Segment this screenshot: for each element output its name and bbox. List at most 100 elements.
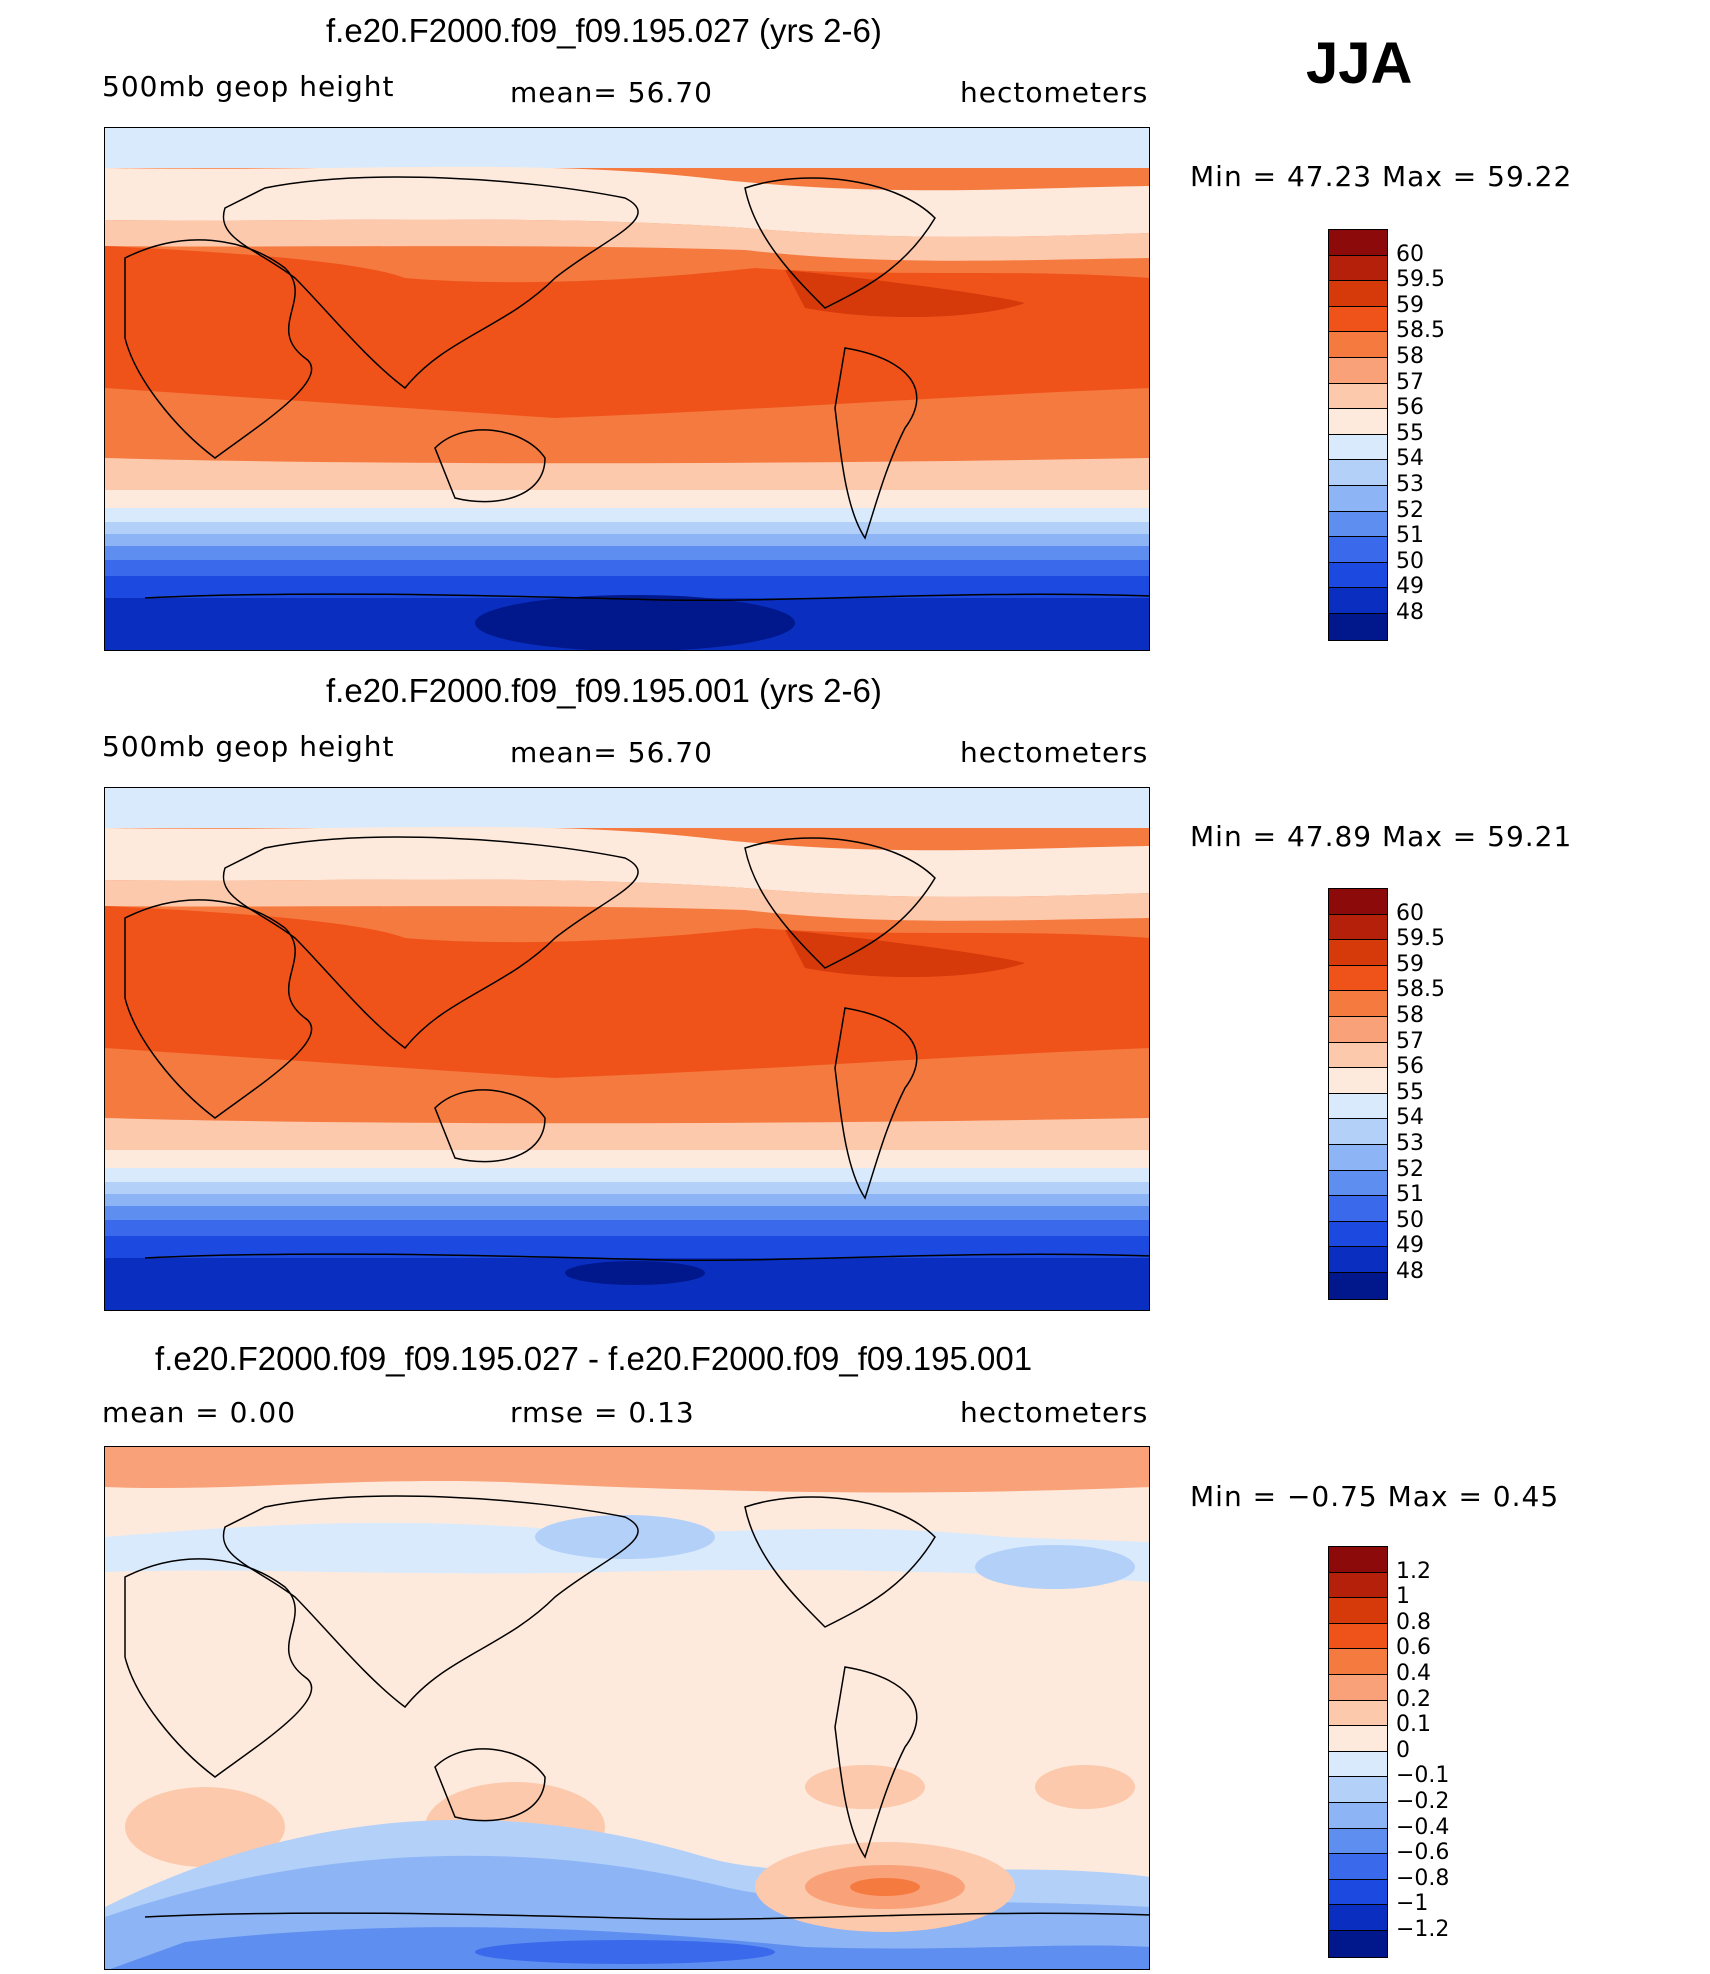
colorbar-swatch bbox=[1329, 306, 1387, 333]
colorbar-swatch bbox=[1329, 1547, 1387, 1573]
colorbar-swatch bbox=[1329, 1016, 1387, 1043]
colorbar-swatch bbox=[1329, 1700, 1387, 1727]
colorbar-swatch bbox=[1329, 1247, 1387, 1273]
colorbar-swatch bbox=[1329, 460, 1387, 486]
colorbar-swatch bbox=[1329, 511, 1387, 538]
colorbar-tick-label: 58.5 bbox=[1396, 318, 1445, 344]
colorbar-swatch bbox=[1329, 1093, 1387, 1120]
colorbar-tick-label: −1 bbox=[1396, 1891, 1429, 1917]
colorbar-swatch bbox=[1329, 1649, 1387, 1675]
colorbar-tick-label: 0.1 bbox=[1396, 1712, 1431, 1738]
colorbar-tick-label: 57 bbox=[1396, 369, 1424, 395]
colorbar-tick-label: 59 bbox=[1396, 951, 1424, 977]
panel3-units-label: hectometers bbox=[960, 1396, 1149, 1429]
colorbar-swatch bbox=[1329, 1726, 1387, 1752]
colorbar-swatch bbox=[1329, 1196, 1387, 1222]
colorbar-tick-label: 51 bbox=[1396, 1182, 1424, 1208]
colorbar-swatch bbox=[1329, 1674, 1387, 1701]
colorbar-tick-label: 59.5 bbox=[1396, 926, 1445, 952]
colorbar-swatch bbox=[1329, 613, 1387, 640]
colorbar-tick-label: 0.4 bbox=[1396, 1661, 1431, 1686]
panel1-colorbar bbox=[1328, 229, 1388, 641]
colorbar-tick-label: 0 bbox=[1396, 1737, 1410, 1763]
colorbar-swatch bbox=[1329, 588, 1387, 614]
colorbar-tick-label: −0.6 bbox=[1396, 1840, 1450, 1866]
colorbar-swatch bbox=[1329, 1905, 1387, 1931]
panel3-colorbar bbox=[1328, 1546, 1388, 1958]
panel1-mean-label: mean= 56.70 bbox=[510, 76, 713, 109]
colorbar-tick-label: 52 bbox=[1396, 1156, 1424, 1182]
colorbar-swatch bbox=[1329, 1802, 1387, 1829]
colorbar-tick-label: −0.4 bbox=[1396, 1814, 1450, 1840]
colorbar-swatch bbox=[1329, 537, 1387, 563]
panel3-mean-label: mean = 0.00 bbox=[102, 1396, 297, 1429]
colorbar-swatch bbox=[1329, 332, 1387, 358]
colorbar-swatch bbox=[1329, 255, 1387, 282]
colorbar-tick-label: −0.2 bbox=[1396, 1789, 1450, 1814]
panel1-title: f.e20.F2000.f09_f09.195.027 (yrs 2-6) bbox=[326, 12, 882, 49]
colorbar-swatch bbox=[1329, 1170, 1387, 1197]
colorbar-tick-label: 0.6 bbox=[1396, 1635, 1431, 1661]
colorbar-tick-label: 59 bbox=[1396, 292, 1424, 318]
colorbar-tick-label: 58.5 bbox=[1396, 977, 1445, 1003]
colorbar-swatch bbox=[1329, 914, 1387, 941]
colorbar-tick-label: 48 bbox=[1396, 600, 1424, 625]
colorbar-swatch bbox=[1329, 1272, 1387, 1299]
colorbar-swatch bbox=[1329, 383, 1387, 410]
panel2-units-label: hectometers bbox=[960, 736, 1149, 769]
colorbar-swatch bbox=[1329, 1221, 1387, 1248]
panel2-title: f.e20.F2000.f09_f09.195.001 (yrs 2-6) bbox=[326, 672, 882, 709]
colorbar-tick-label: 53 bbox=[1396, 472, 1424, 497]
colorbar-swatch bbox=[1329, 1751, 1387, 1778]
colorbar-swatch bbox=[1329, 1623, 1387, 1650]
colorbar-swatch bbox=[1329, 1068, 1387, 1094]
colorbar-swatch bbox=[1329, 281, 1387, 307]
colorbar-swatch bbox=[1329, 409, 1387, 435]
panel2-map bbox=[104, 787, 1150, 1311]
colorbar-swatch bbox=[1329, 1598, 1387, 1624]
colorbar-swatch bbox=[1329, 889, 1387, 915]
colorbar-swatch bbox=[1329, 357, 1387, 384]
colorbar-swatch bbox=[1329, 1119, 1387, 1145]
colorbar-tick-label: 57 bbox=[1396, 1028, 1424, 1054]
panel2-minmax: Min = 47.89 Max = 59.21 bbox=[1190, 820, 1573, 853]
colorbar-tick-label: 50 bbox=[1396, 548, 1424, 574]
colorbar-swatch bbox=[1329, 1854, 1387, 1880]
colorbar-tick-label: 50 bbox=[1396, 1207, 1424, 1233]
colorbar-tick-label: 55 bbox=[1396, 420, 1424, 446]
colorbar-tick-label: 54 bbox=[1396, 446, 1424, 472]
colorbar-swatch bbox=[1329, 991, 1387, 1017]
colorbar-tick-label: 0.8 bbox=[1396, 1609, 1431, 1635]
panel1-minmax: Min = 47.23 Max = 59.22 bbox=[1190, 160, 1573, 193]
colorbar-swatch bbox=[1329, 1144, 1387, 1171]
colorbar-swatch bbox=[1329, 434, 1387, 461]
colorbar-tick-label: −0.1 bbox=[1396, 1763, 1450, 1789]
colorbar-tick-label: 1.2 bbox=[1396, 1558, 1431, 1584]
panel2-colorbar bbox=[1328, 888, 1388, 1300]
colorbar-swatch bbox=[1329, 1930, 1387, 1957]
colorbar-swatch bbox=[1329, 485, 1387, 512]
colorbar-tick-label: 60 bbox=[1396, 900, 1424, 926]
colorbar-tick-label: 53 bbox=[1396, 1131, 1424, 1156]
colorbar-tick-label: 55 bbox=[1396, 1079, 1424, 1105]
season-label: JJA bbox=[1306, 31, 1413, 96]
panel1-units-label: hectometers bbox=[960, 76, 1149, 109]
panel1-variable-label: 500mb geop height bbox=[102, 70, 395, 103]
colorbar-tick-label: 54 bbox=[1396, 1105, 1424, 1131]
colorbar-swatch bbox=[1329, 1828, 1387, 1855]
colorbar-tick-label: 58 bbox=[1396, 1003, 1424, 1028]
panel1-map bbox=[104, 127, 1150, 651]
panel2-mean-label: mean= 56.70 bbox=[510, 736, 713, 769]
colorbar-swatch bbox=[1329, 1879, 1387, 1906]
colorbar-swatch bbox=[1329, 1572, 1387, 1599]
colorbar-tick-label: 60 bbox=[1396, 241, 1424, 267]
colorbar-swatch bbox=[1329, 1777, 1387, 1803]
colorbar-tick-label: 48 bbox=[1396, 1259, 1424, 1284]
colorbar-swatch bbox=[1329, 562, 1387, 589]
colorbar-tick-label: 0.2 bbox=[1396, 1686, 1431, 1712]
panel3-map bbox=[104, 1446, 1150, 1970]
colorbar-tick-label: 56 bbox=[1396, 395, 1424, 421]
colorbar-tick-label: 49 bbox=[1396, 1233, 1424, 1259]
colorbar-tick-label: 56 bbox=[1396, 1054, 1424, 1080]
panel2-variable-label: 500mb geop height bbox=[102, 730, 395, 763]
